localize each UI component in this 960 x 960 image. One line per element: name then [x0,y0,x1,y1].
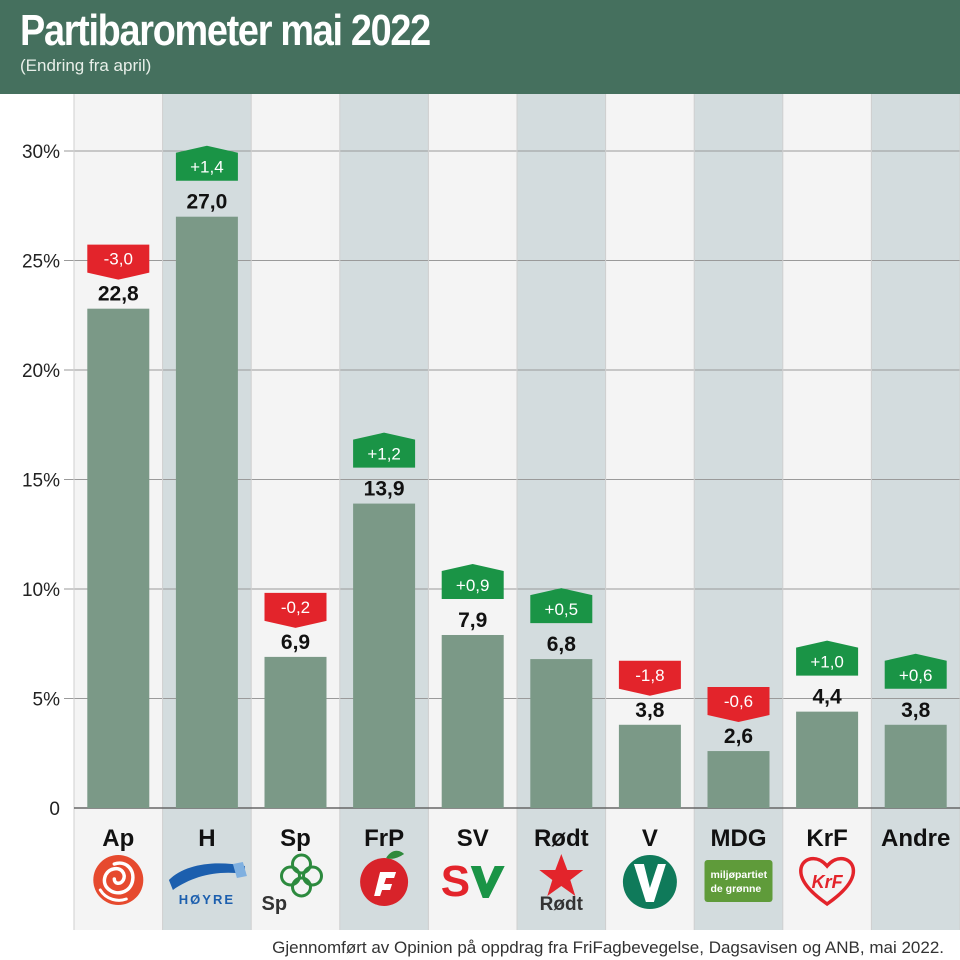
logo-label: KrF [812,872,844,892]
change-badge-down [87,244,150,280]
bar [175,216,238,808]
wave-accent [232,862,247,878]
category-label: H [198,825,215,852]
category-label: SV [457,825,489,852]
y-tick-label: 5% [33,690,61,711]
change-badge-up [175,145,238,181]
logo-label: Rødt [540,894,584,915]
red-star-icon: Rødt [539,854,584,915]
logo-label: HØYRE [179,892,235,907]
bar [796,711,859,808]
venstre-v [633,864,666,902]
bar [264,656,327,808]
rose-petal [98,888,128,902]
change-label: -0,2 [281,598,310,617]
clover-icon: Sp [262,853,323,915]
value-label: 13,9 [364,478,405,501]
bar [884,724,947,808]
change-label: -1,8 [635,666,664,685]
category-label: Ap [102,825,134,852]
wave-shape [168,863,245,890]
y-tick-label: 30% [22,142,60,163]
rose-swirl [102,861,135,895]
bar [87,308,150,808]
value-label: 3,8 [635,699,665,722]
change-label: +0,5 [545,600,579,619]
venstre-v-icon [622,855,677,909]
change-label: +1,2 [367,445,401,464]
logo-label-line2: de grønne [711,883,762,895]
logo-label: Sp [262,893,288,915]
change-badge-up [353,432,416,468]
krf-heart-icon: KrF [799,856,856,907]
y-tick-label: 15% [22,471,60,492]
heart-outline [799,856,856,907]
category-label: MDG [711,825,767,852]
change-badge-down [618,660,681,696]
apple-icon [360,850,409,906]
star-shape [539,854,584,896]
apple-leaf [386,850,405,859]
value-label: 7,9 [458,609,487,632]
clover-leaf [302,865,323,887]
change-label: -0,6 [724,692,753,711]
change-badge-down [264,592,327,628]
value-label: 6,9 [281,631,310,654]
change-badge-up [884,653,947,689]
y-tick-label: 0 [49,799,60,820]
change-label: +1,4 [190,158,224,177]
hoyre-wave-icon: HØYRE [168,862,247,907]
sv-icon: S [441,857,505,906]
y-tick-label: 25% [22,252,60,273]
bar [618,724,681,808]
change-label: -3,0 [104,250,133,269]
chart-title: Partibarometer mai 2022 [20,6,431,55]
change-badge-up [530,588,593,624]
bar [441,634,504,808]
value-label: 4,4 [812,686,842,709]
value-label: 6,8 [547,633,577,656]
change-badge-up [441,563,504,599]
logo-label-line1: miljøpartiet [711,869,768,881]
value-label: 2,6 [724,725,753,748]
value-label: 27,0 [186,191,227,214]
value-label: 3,8 [901,699,931,722]
bar [353,503,416,808]
logo-label: S [441,857,470,906]
clover-leaf [291,853,312,875]
category-label: Sp [280,825,311,852]
source-note: Gjennomført av Opinion på oppdrag fra Fr… [272,938,944,957]
header-banner: Partibarometer mai 2022 (Endring fra apr… [0,0,960,94]
change-badge-down [707,687,770,723]
clover-leaf [291,876,312,898]
category-label: Andre [881,825,950,852]
sv-v-mark [470,866,505,898]
mdg-box [704,860,773,902]
bar [530,659,593,808]
bar-chart: 0 5% 10% 15% 20% 25% 30% 22,8 -3,0 Ap 27,0 +1,4 H HØY… [22,94,960,930]
category-label: V [642,825,658,852]
change-label: +0,6 [899,666,933,685]
category-label: FrP [364,825,404,852]
apple-f [374,872,397,896]
change-label: +0,9 [456,576,490,595]
y-tick-label: 10% [22,580,60,601]
y-tick-label: 20% [22,361,60,382]
category-label: KrF [806,825,847,852]
category-label: Rødt [534,825,589,852]
chart-subtitle: (Endring fra april) [20,56,152,75]
rose-icon [93,855,144,905]
mdg-box-icon: miljøpartiet de grønne [704,860,773,902]
change-badge-up [796,640,859,676]
value-label: 22,8 [98,283,139,306]
bar [707,751,770,808]
clover-leaf [280,865,301,887]
change-label: +1,0 [810,653,844,672]
